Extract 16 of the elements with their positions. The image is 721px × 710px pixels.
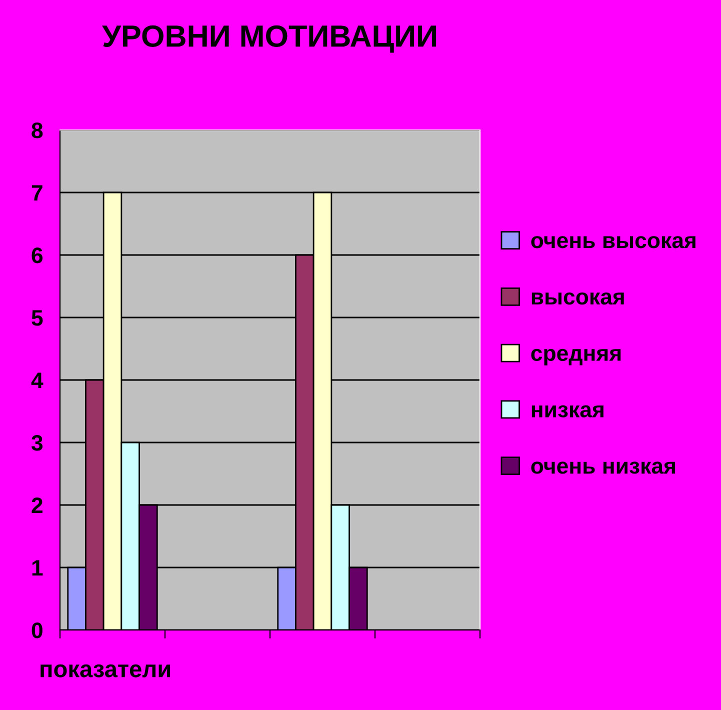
legend-label: очень высокая bbox=[531, 236, 696, 248]
legend-label: высокая bbox=[532, 292, 624, 305]
y-tick-label: 4 bbox=[31, 372, 44, 388]
y-tick-label: 5 bbox=[32, 310, 43, 326]
y-tick-label: 1 bbox=[32, 560, 43, 576]
x-axis-title: показатели bbox=[40, 664, 170, 678]
y-tick-label: 2 bbox=[32, 498, 42, 514]
y-tick-label: 6 bbox=[32, 248, 43, 264]
legend-label: очень низкая bbox=[531, 462, 675, 474]
y-tick-label: 0 bbox=[32, 622, 42, 638]
chart-title: УРОВНИ МОТИВАЦИИ bbox=[102, 25, 436, 53]
y-tick-label: 7 bbox=[32, 185, 42, 201]
legend-label: средняя bbox=[531, 348, 621, 366]
y-tick-label: 3 bbox=[31, 435, 43, 451]
legend-label: низкая bbox=[532, 405, 604, 418]
y-tick-label: 8 bbox=[32, 122, 43, 138]
